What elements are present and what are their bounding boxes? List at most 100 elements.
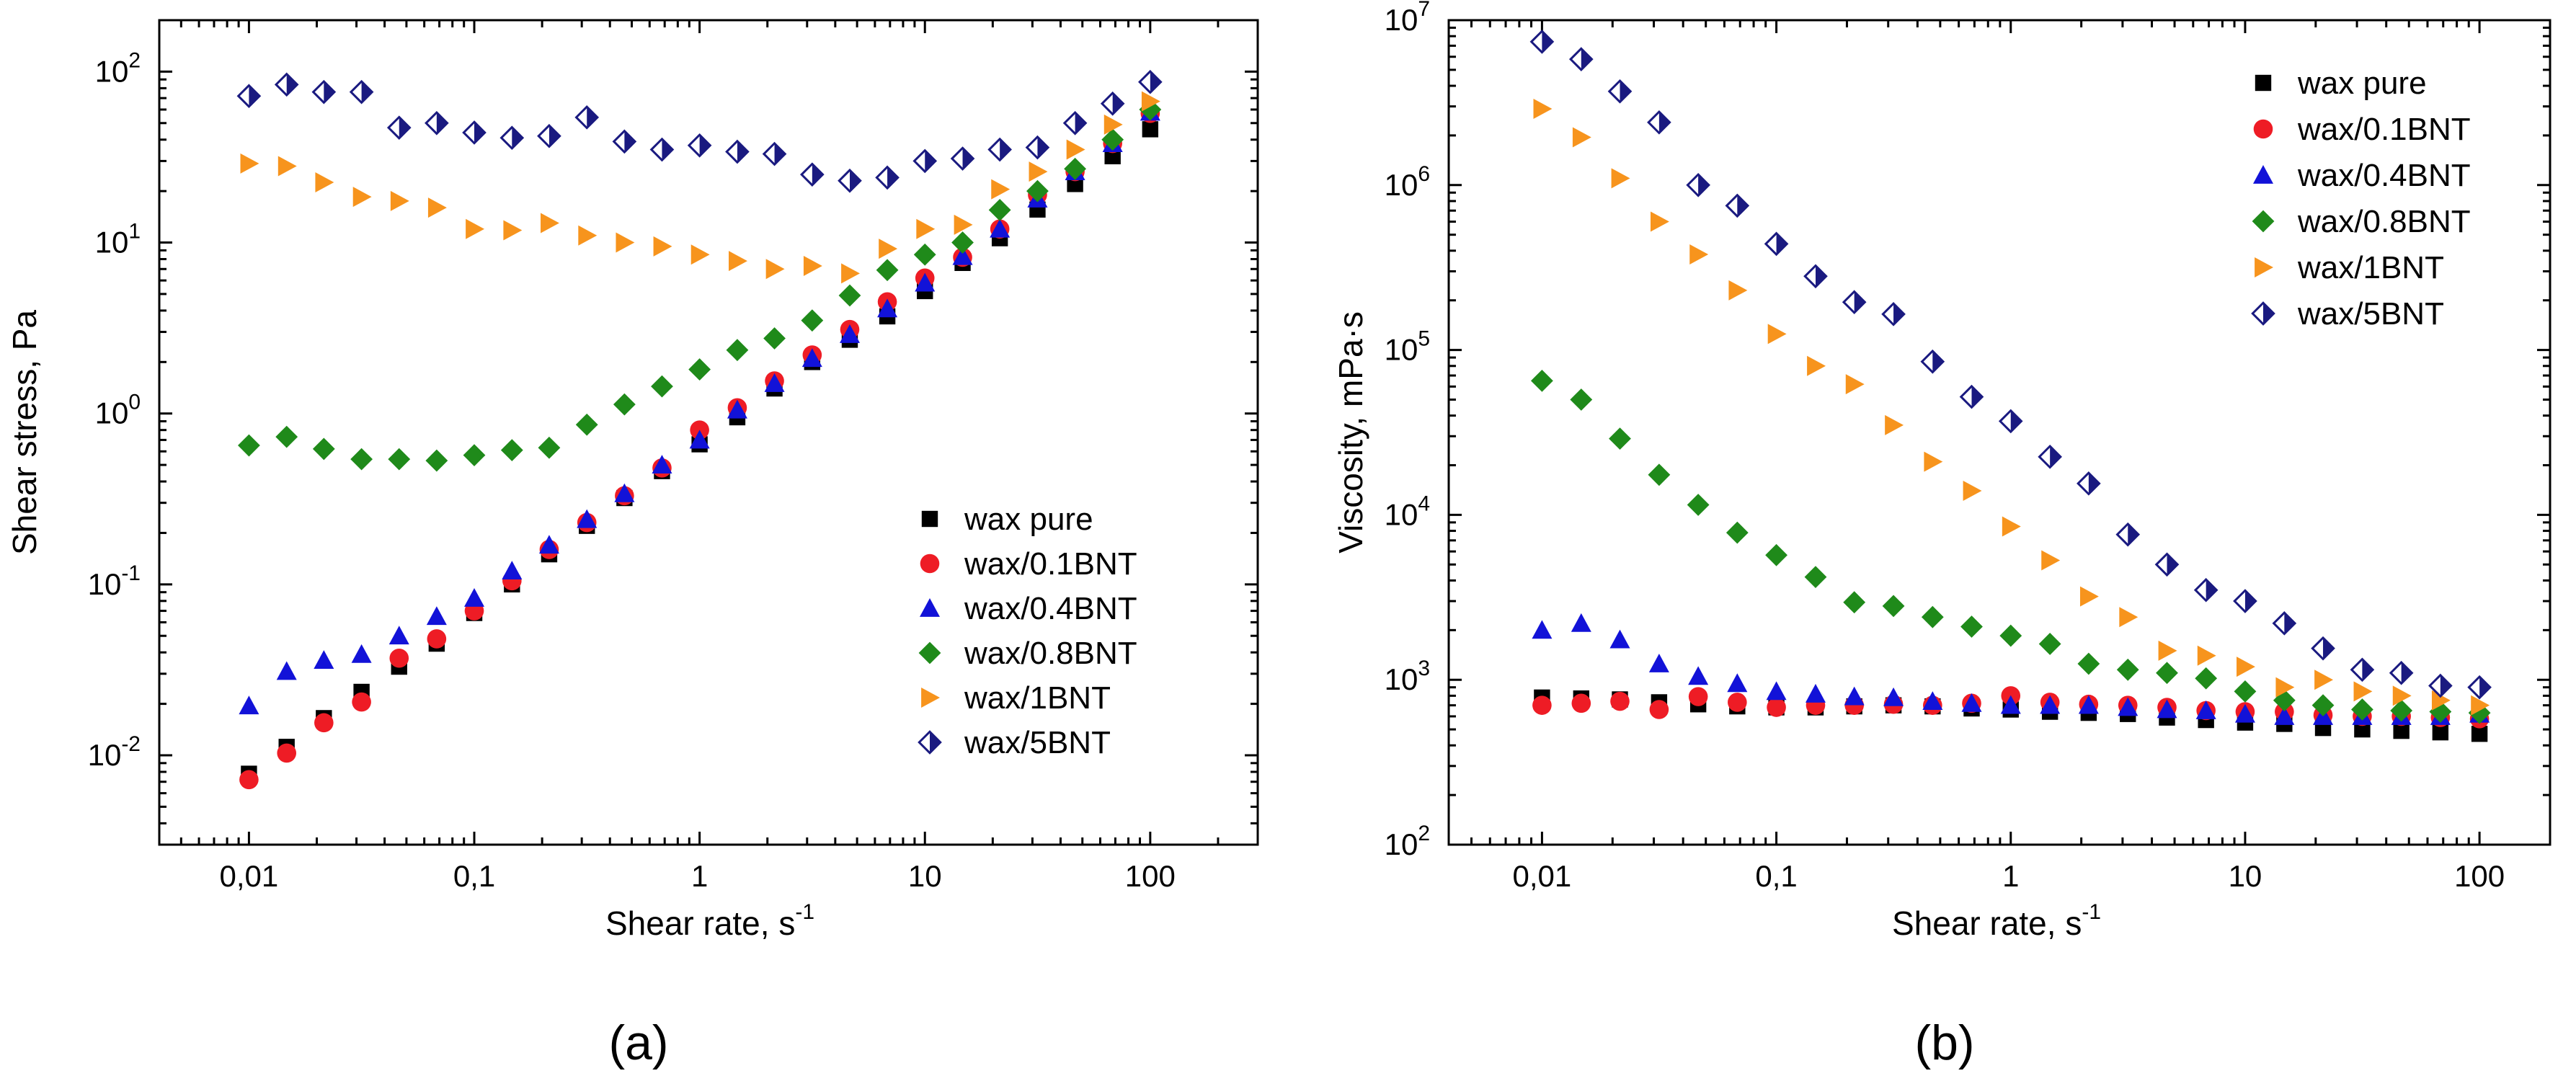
data-point-wax_08BNT <box>1843 591 1866 614</box>
data-point-wax_5BNT <box>1803 264 1828 289</box>
legend-entry-wax_01BNT: wax/0.1BNT <box>2253 112 2471 147</box>
data-point-wax_5BNT <box>1062 110 1088 135</box>
data-point-wax_08BNT <box>2390 699 2413 722</box>
y-tick-label-exponent: -1 <box>121 561 141 585</box>
y-tick-label-exponent: 3 <box>1418 657 1430 680</box>
y-tick-label: 106 <box>1385 162 1430 202</box>
data-point-wax_1BNT <box>1611 168 1630 189</box>
legend-label-wax_5BNT: wax/5BNT <box>2297 296 2444 332</box>
x-tick-label: 0,1 <box>453 859 495 893</box>
data-point-wax_08BNT <box>2351 698 2373 721</box>
data-point-wax_5BNT <box>2311 636 2335 661</box>
data-point-wax_08BNT <box>1921 605 1944 628</box>
data-point-wax_5BNT <box>649 137 675 162</box>
panel-b-x-axis-label: Shear rate, s-1 <box>1892 900 2101 942</box>
data-point-wax_04BNT <box>727 399 747 419</box>
data-point-wax_01BNT <box>1649 700 1669 719</box>
data-point-wax_08BNT <box>726 339 749 362</box>
data-point-wax_08BNT <box>350 448 373 471</box>
data-point-wax_1BNT <box>1533 99 1553 120</box>
series-wax_08BNT <box>238 98 1162 472</box>
data-point-wax_1BNT <box>1807 355 1826 376</box>
data-point-wax_01BNT <box>1610 691 1630 711</box>
data-point-wax_04BNT <box>276 661 297 680</box>
data-point-wax_08BNT <box>1570 388 1593 411</box>
y-tick-label-base: 10 <box>1385 827 1418 861</box>
data-point-wax_04BNT <box>1883 687 1904 706</box>
panel-a-label: (a) <box>608 1015 668 1070</box>
x-tick-label: 100 <box>1125 859 1176 893</box>
data-point-wax_08BNT <box>801 309 824 332</box>
legend-marker-wax_1BNT <box>921 688 940 708</box>
panel-a-x-axis-label: Shear rate, s-1 <box>605 900 814 942</box>
data-point-wax_01BNT <box>427 629 447 649</box>
data-point-wax_04BNT <box>502 561 523 579</box>
data-point-wax_5BNT <box>1920 349 1945 374</box>
data-point-wax_5BNT <box>2350 657 2375 682</box>
data-point-wax_04BNT <box>1766 681 1787 701</box>
data-point-wax_08BNT <box>2311 694 2335 717</box>
series-wax_1BNT <box>240 91 1160 284</box>
data-point-wax_08BNT <box>2116 658 2139 681</box>
data-point-wax_01BNT <box>1532 695 1552 715</box>
data-point-wax_5BNT <box>2115 522 2141 547</box>
legend-label-wax_04BNT: wax/0.4BNT <box>964 591 1137 626</box>
data-point-wax_08BNT <box>763 327 786 350</box>
data-point-wax_5BNT <box>875 165 900 190</box>
data-point-wax_5BNT <box>1959 384 1984 409</box>
data-point-wax_1BNT <box>2119 607 2138 628</box>
data-point-wax_5BNT <box>274 72 299 97</box>
x-tick-label: 1 <box>2002 859 2019 893</box>
data-point-wax_08BNT <box>951 231 974 254</box>
data-point-wax_01BNT <box>1767 698 1786 717</box>
data-point-wax_5BNT <box>2389 660 2414 685</box>
legend-entry-wax_5BNT: wax/5BNT <box>2251 296 2444 332</box>
data-point-wax_pure <box>2432 724 2449 741</box>
data-point-wax_1BNT <box>841 263 860 284</box>
data-point-wax_5BNT <box>2038 444 2062 469</box>
panel-b-data-points <box>1529 30 2492 742</box>
data-point-wax_1BNT <box>653 236 672 257</box>
y-tick-label: 102 <box>1385 822 1430 861</box>
data-point-wax_1BNT <box>1689 244 1709 264</box>
data-point-wax_5BNT <box>236 84 262 109</box>
y-tick-label-base: 10 <box>95 54 129 88</box>
data-point-wax_5BNT <box>1607 79 1633 104</box>
x-tick-label: 0,01 <box>1513 859 1572 893</box>
data-point-wax_08BNT <box>988 199 1011 221</box>
y-tick-label-exponent: 2 <box>1418 822 1430 845</box>
legend-marker-wax_pure <box>921 510 938 528</box>
data-point-wax_pure <box>2354 721 2371 738</box>
data-point-wax_1BNT <box>2431 690 2451 711</box>
data-point-wax_5BNT <box>1138 69 1163 94</box>
data-point-wax_04BNT <box>990 218 1011 238</box>
data-point-wax_08BNT <box>2195 667 2218 690</box>
data-point-wax_1BNT <box>427 197 447 218</box>
series-wax_08BNT <box>1531 370 2491 724</box>
data-point-wax_5BNT <box>499 125 525 151</box>
legend-marker-wax_5BNT <box>918 730 942 755</box>
data-point-wax_01BNT <box>314 713 334 733</box>
y-tick-label-base: 10 <box>95 396 129 430</box>
data-point-wax_5BNT <box>612 129 637 154</box>
data-point-wax_5BNT <box>425 110 449 135</box>
y-tick-label: 104 <box>1385 492 1430 531</box>
data-point-wax_1BNT <box>1885 414 1904 435</box>
data-point-wax_1BNT <box>1029 161 1048 182</box>
data-point-wax_08BNT <box>1609 427 1631 450</box>
data-point-wax_08BNT <box>1726 521 1749 544</box>
data-point-wax_5BNT <box>912 148 938 174</box>
y-tick-label-exponent: 0 <box>128 391 141 414</box>
data-point-wax_01BNT <box>239 770 259 790</box>
data-point-wax_1BNT <box>2314 670 2334 690</box>
data-point-wax_1BNT <box>616 232 635 253</box>
data-point-wax_1BNT <box>1650 211 1669 232</box>
legend-label-wax_pure: wax pure <box>964 502 1093 537</box>
data-point-wax_5BNT <box>1568 47 1594 71</box>
data-point-wax_5BNT <box>1842 290 1867 315</box>
data-point-wax_08BNT <box>913 243 936 266</box>
